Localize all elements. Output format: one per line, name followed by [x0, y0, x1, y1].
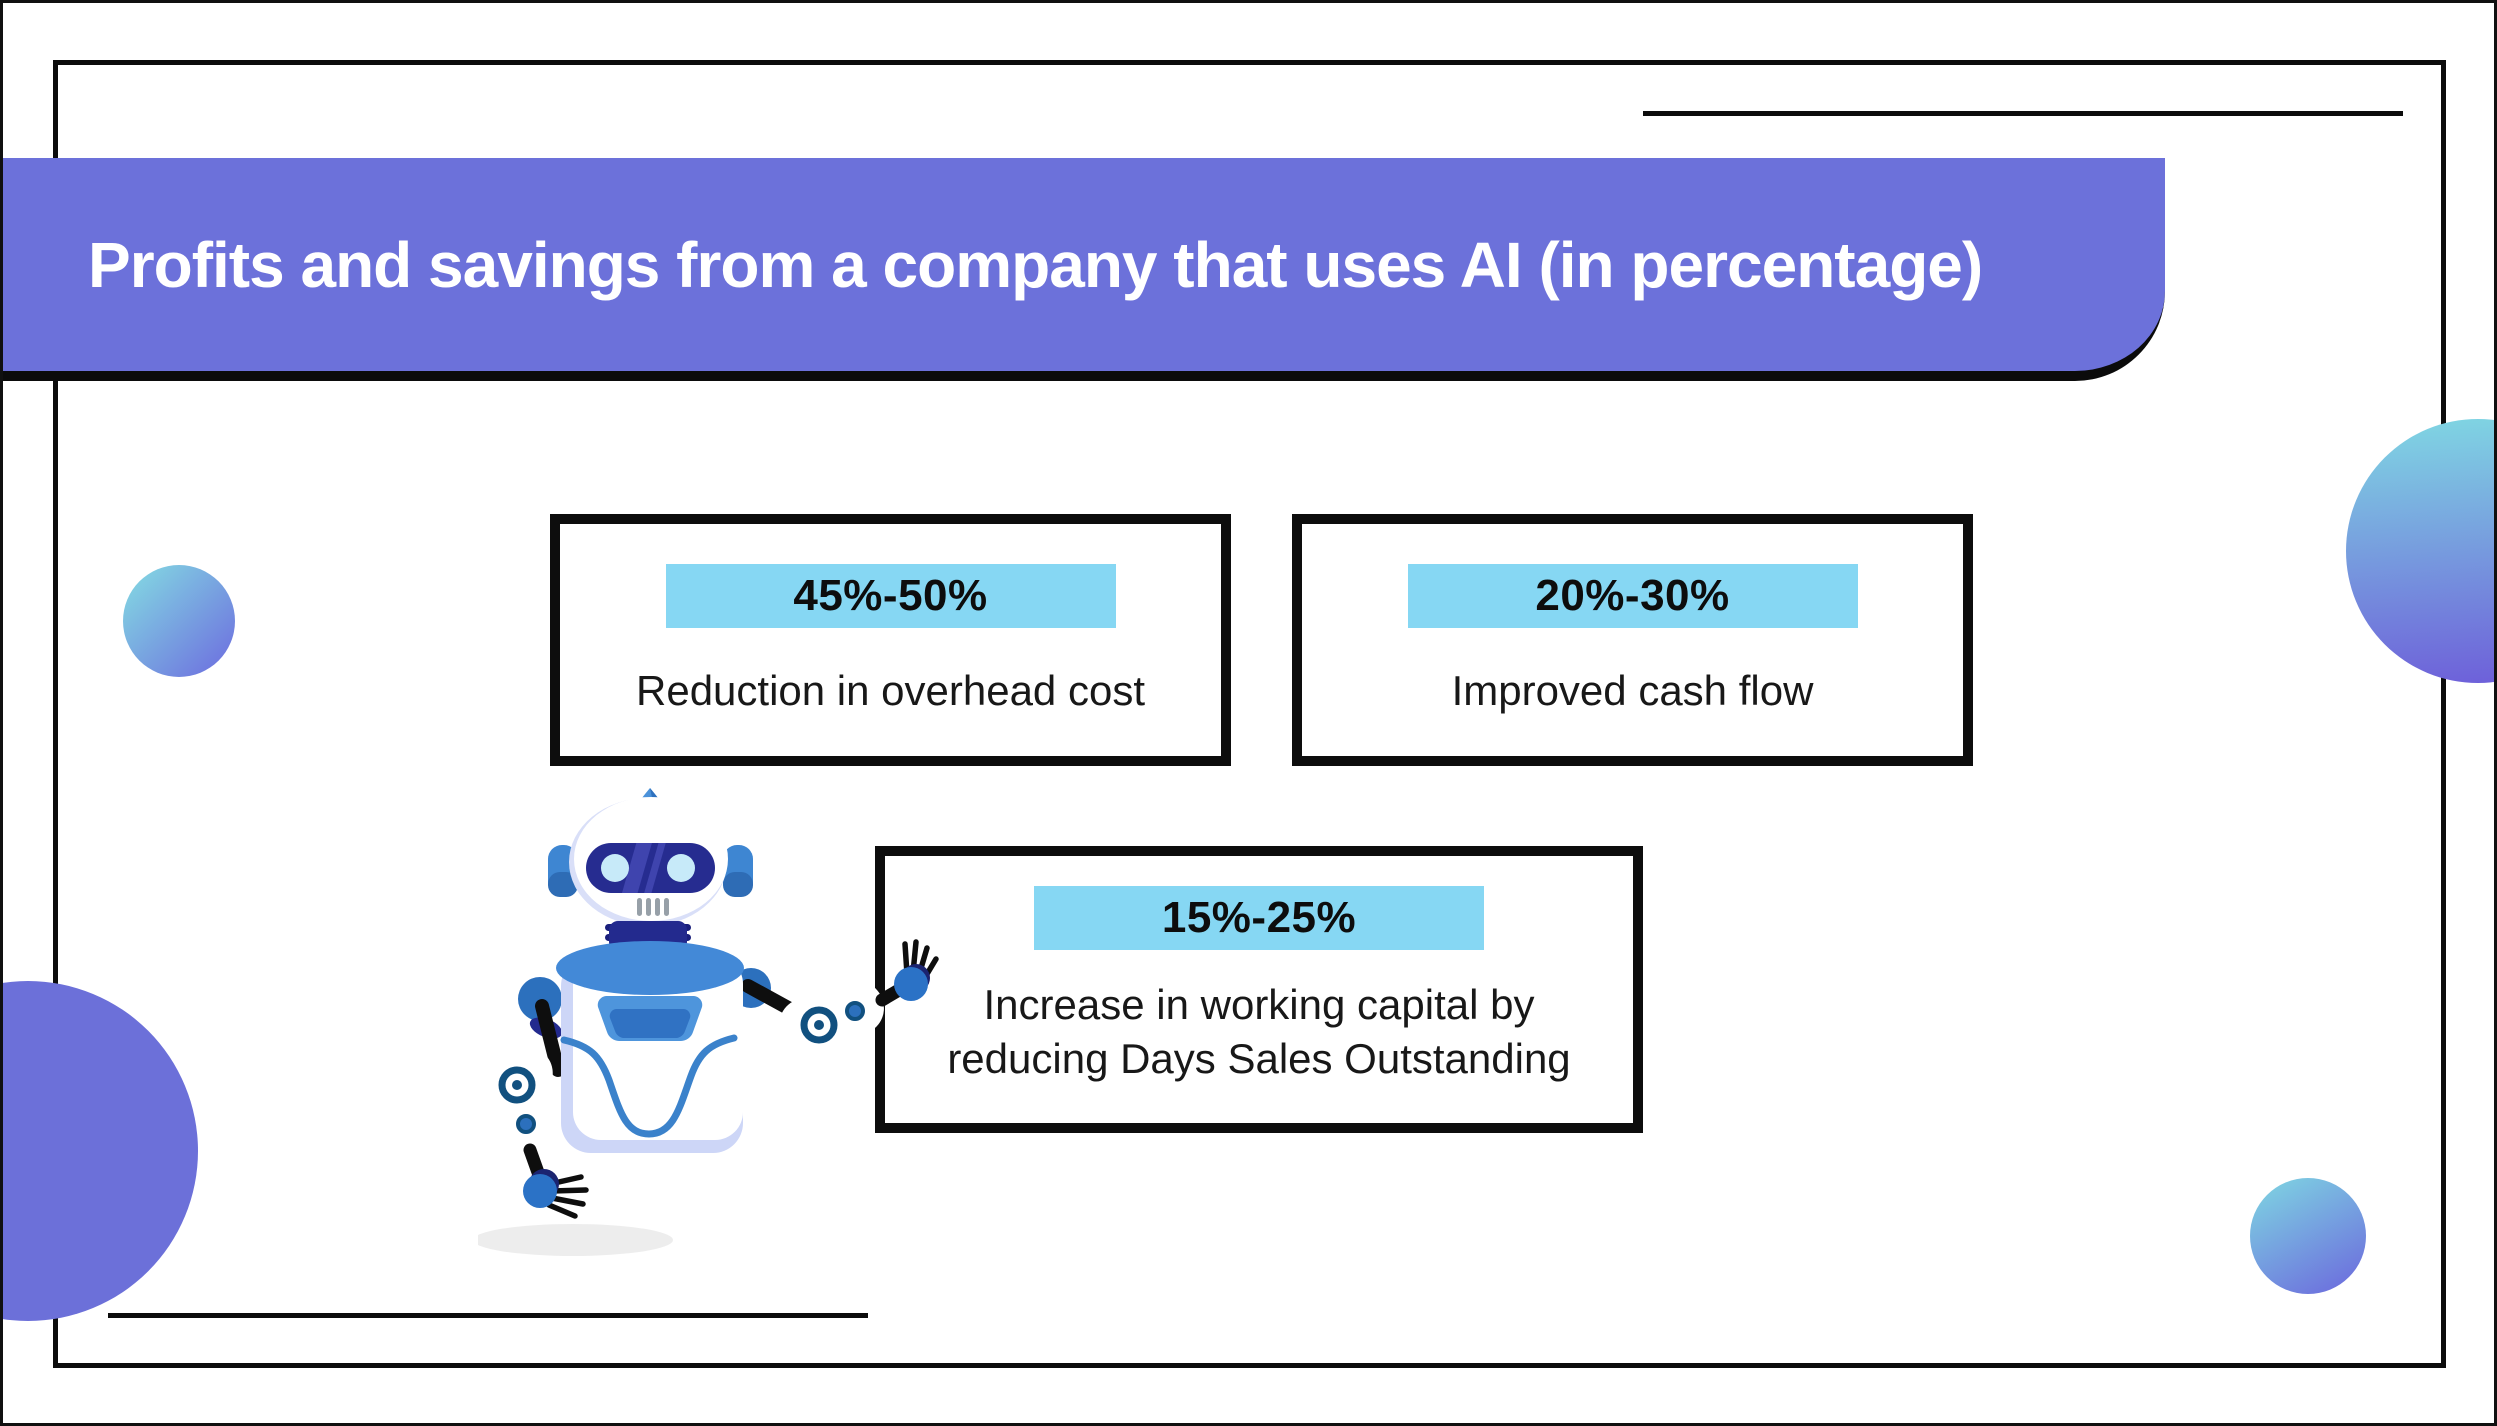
stat-card-cash-flow: 20%-30% Improved cash flow: [1292, 514, 1973, 766]
robot-mascot-icon: [478, 788, 939, 1256]
stat-range-badge: 45%-50%: [665, 564, 1116, 628]
decorative-circle-bottom-right: [2250, 1178, 2366, 1294]
stat-range-badge: 20%-30%: [1407, 564, 1858, 628]
stat-label: Increase in working capital by reducing …: [947, 981, 1571, 1082]
stat-label: Improved cash flow: [1451, 667, 1814, 714]
title-banner: Profits and savings from a company that …: [3, 158, 2165, 381]
page-title: Profits and savings from a company that …: [88, 228, 1983, 301]
stat-range-badge: 15%-25%: [1034, 886, 1484, 950]
decorative-circle-top-left: [123, 565, 235, 677]
stat-card-overhead-cost: 45%-50% Reduction in overhead cost: [550, 514, 1231, 766]
stat-card-working-capital: 15%-25% Increase in working capital by r…: [875, 846, 1643, 1133]
decorative-line-top-right: [1643, 111, 2403, 116]
stat-label: Reduction in overhead cost: [636, 667, 1145, 714]
decorative-line-bottom-left: [108, 1313, 868, 1318]
inner-border-frame: [53, 60, 2446, 1368]
